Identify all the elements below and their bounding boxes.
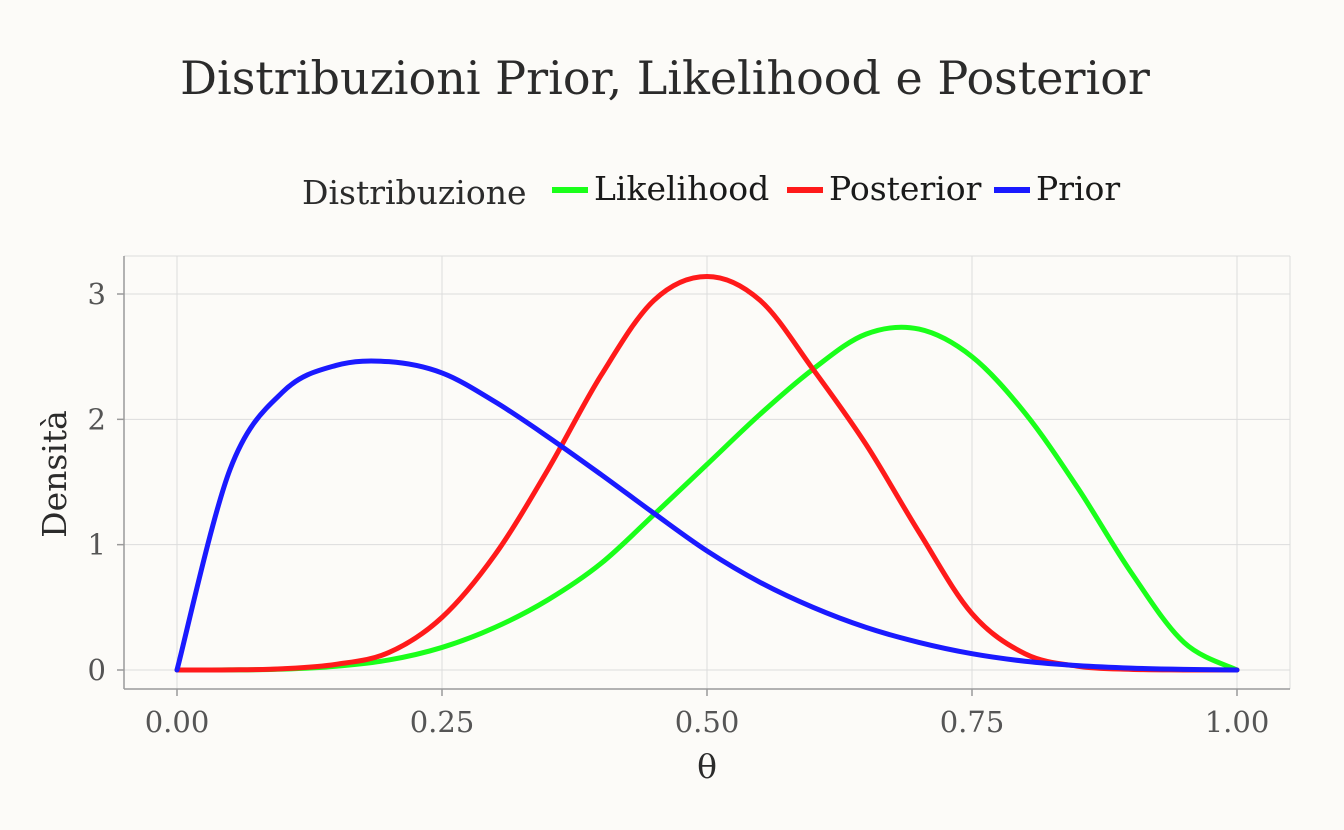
x-tick-label: 0.00	[145, 705, 210, 739]
legend-label-prior: Prior	[1036, 169, 1120, 208]
legend: Distribuzione Likelihood Posterior Prior	[302, 169, 1120, 212]
y-axis-label: Densità	[35, 410, 74, 538]
series-line-prior	[174, 358, 1240, 673]
series-lines	[174, 273, 1240, 673]
series-line-posterior	[174, 273, 1240, 673]
grid	[124, 255, 1291, 689]
y-tick-label: 2	[88, 402, 106, 436]
y-tick-label: 3	[88, 277, 106, 311]
x-tick-label: 0.75	[940, 705, 1005, 739]
axes	[117, 256, 1290, 696]
tick-labels: 0.00 0.25 0.50 0.75 1.00 0 1 2 3	[88, 277, 1270, 739]
x-tick-label: 0.50	[675, 705, 740, 739]
x-tick-label: 0.25	[410, 705, 475, 739]
legend-label-posterior: Posterior	[829, 169, 982, 208]
plot-area: 0.00 0.25 0.50 0.75 1.00 0 1 2 3	[88, 255, 1291, 739]
x-axis-label: θ	[697, 747, 717, 786]
y-tick-label: 0	[88, 653, 106, 687]
legend-label-likelihood: Likelihood	[594, 169, 769, 208]
legend-title: Distribuzione	[302, 173, 527, 212]
x-tick-label: 1.00	[1205, 705, 1270, 739]
y-tick-label: 1	[88, 528, 106, 562]
series-line-likelihood	[174, 324, 1240, 673]
chart-title: Distribuzioni Prior, Likelihood e Poster…	[180, 51, 1150, 105]
